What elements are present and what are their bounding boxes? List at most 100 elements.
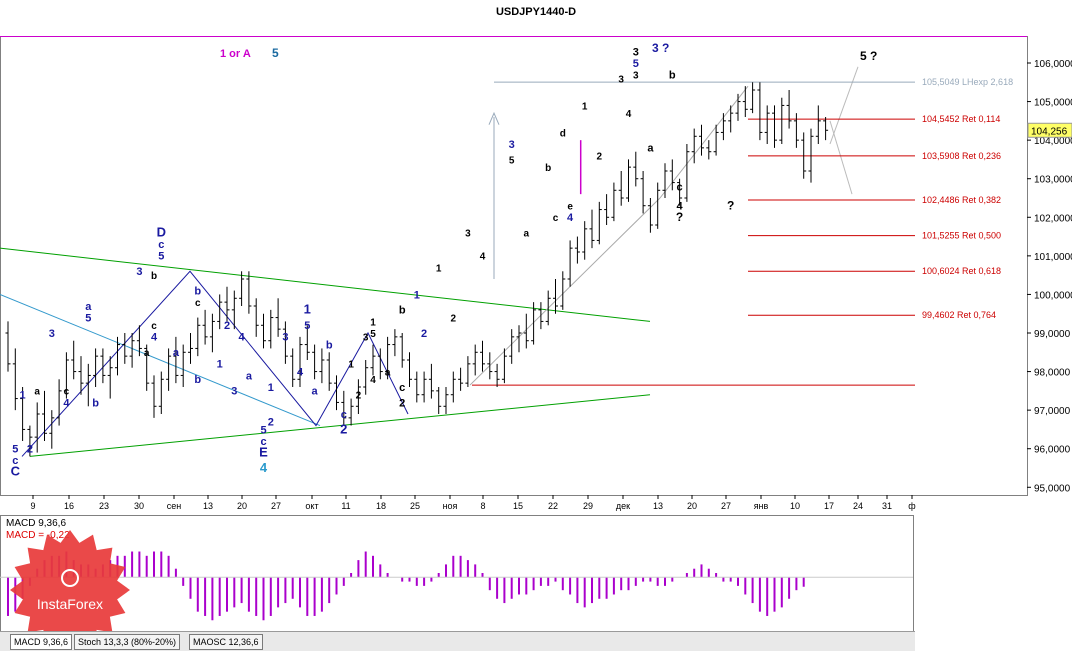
- price-bar: [480, 340, 485, 372]
- wave-label: a: [34, 387, 40, 398]
- price-bar: [655, 182, 661, 229]
- projection-down-line: [829, 120, 853, 195]
- x-tick-label: 8: [480, 501, 485, 511]
- price-bar: [458, 367, 464, 391]
- price-bar: [662, 163, 668, 198]
- wave-label: c: [195, 298, 201, 309]
- price-bar: [713, 124, 719, 156]
- wave-label: b: [545, 163, 551, 174]
- x-tick-label: 24: [853, 501, 863, 511]
- wave-label: 3: [231, 386, 237, 398]
- wave-label: 2: [356, 391, 362, 402]
- price-bar: [34, 402, 40, 453]
- price-bar: [136, 325, 142, 357]
- price-bar: [173, 336, 179, 384]
- wave-label: 2: [340, 421, 347, 436]
- price-bar: [560, 271, 566, 310]
- fib-level-label: 100,6024 Ret 0,618: [922, 266, 1001, 276]
- price-bar: [56, 379, 62, 426]
- price-bar: [699, 124, 704, 156]
- x-tick-label: 13: [653, 501, 663, 511]
- price-bar: [363, 360, 369, 395]
- price-bar: [684, 144, 690, 202]
- wave-label: 4: [370, 375, 376, 386]
- wave-label: a: [524, 229, 530, 240]
- wave-label: 4: [626, 109, 632, 120]
- wave-label: 5: [85, 312, 91, 324]
- price-bar: [188, 333, 193, 364]
- price-bar: [20, 387, 26, 441]
- price-bar: [764, 105, 770, 144]
- price-bar: [786, 90, 792, 129]
- price-bar: [341, 390, 347, 426]
- wave-label: b: [194, 374, 201, 386]
- price-bar: [319, 348, 325, 384]
- wave-label: b: [92, 397, 99, 409]
- price-bar: [326, 352, 332, 391]
- y-tick-label: 103,0000: [1034, 175, 1072, 186]
- wave-label: 1: [20, 390, 26, 402]
- projection-up-line: [829, 66, 859, 145]
- y-tick-label: 106,0000: [1034, 59, 1072, 70]
- x-tick-label: 27: [271, 501, 281, 511]
- price-bar: [392, 329, 398, 357]
- x-tick-label: 13: [203, 501, 213, 511]
- wave-label: 4: [480, 252, 486, 263]
- fib-level-label: 99,4602 Ret 0,764: [922, 310, 996, 320]
- price-bar: [231, 290, 237, 330]
- price-bar: [801, 132, 807, 179]
- price-bar: [633, 151, 639, 187]
- tab-macd[interactable]: MACD 9,36,6: [10, 634, 73, 650]
- wave-label: a: [647, 143, 654, 155]
- wave-label: 5: [158, 251, 164, 263]
- wave-label: 3: [282, 332, 288, 344]
- wave-label: c: [399, 382, 405, 394]
- wave-label: 2: [421, 328, 427, 340]
- price-bar: [626, 159, 631, 202]
- price-bar: [472, 344, 478, 376]
- macd-value-label: MACD = -0,22: [6, 530, 70, 541]
- price-bar: [808, 128, 814, 183]
- wave-label: 2: [224, 320, 230, 332]
- price-bar: [720, 113, 726, 141]
- x-tick-label: сен: [167, 501, 182, 511]
- wave3-question-label: 3 ?: [652, 41, 669, 55]
- wave-label: a: [246, 370, 253, 382]
- wave-label: 3: [363, 333, 369, 344]
- current-price-label: 104,256: [1031, 126, 1068, 137]
- price-bar: [779, 97, 785, 144]
- x-axis: 9 16 23 30 сен 13 20 27 окт 11 18 25 ноя 8 15 22 29 дек 13…: [30, 495, 916, 511]
- scenario-label-b: 5: [272, 46, 279, 60]
- macd-panel-frame: [0, 515, 914, 632]
- tab-stoch[interactable]: Stoch 13,3,3 (80%-20%): [74, 634, 181, 650]
- price-bar: [93, 348, 99, 387]
- logo-burst: [10, 530, 130, 650]
- price-bar: [728, 105, 734, 133]
- price-bar: [669, 159, 675, 191]
- price-bar: [428, 363, 434, 399]
- price-bar: [290, 348, 296, 387]
- wave-label: 5: [509, 155, 515, 166]
- price-bar: [12, 348, 18, 411]
- price-bar: [224, 286, 230, 322]
- green-upper-trendline: [0, 247, 651, 322]
- price-bar: [239, 271, 245, 306]
- price-bar: [742, 86, 748, 117]
- wave-label: 1: [348, 360, 354, 371]
- price-bar: [757, 82, 763, 141]
- price-bar: [421, 371, 427, 403]
- x-tick-label: 23: [99, 501, 109, 511]
- logo-mark-icon: [61, 569, 79, 587]
- x-tick-label: ноя: [443, 501, 458, 511]
- price-bar: [348, 398, 354, 426]
- price-bar: [158, 371, 164, 414]
- y-tick-label: 104,0000: [1034, 136, 1072, 147]
- x-tick-label: 17: [824, 501, 834, 511]
- wave-label: 1: [217, 359, 223, 371]
- tab-maosc[interactable]: MAOSC 12,36,6: [189, 634, 263, 650]
- wave-label: c: [151, 321, 157, 332]
- wave-label: c: [553, 213, 559, 224]
- price-bar: [531, 302, 537, 345]
